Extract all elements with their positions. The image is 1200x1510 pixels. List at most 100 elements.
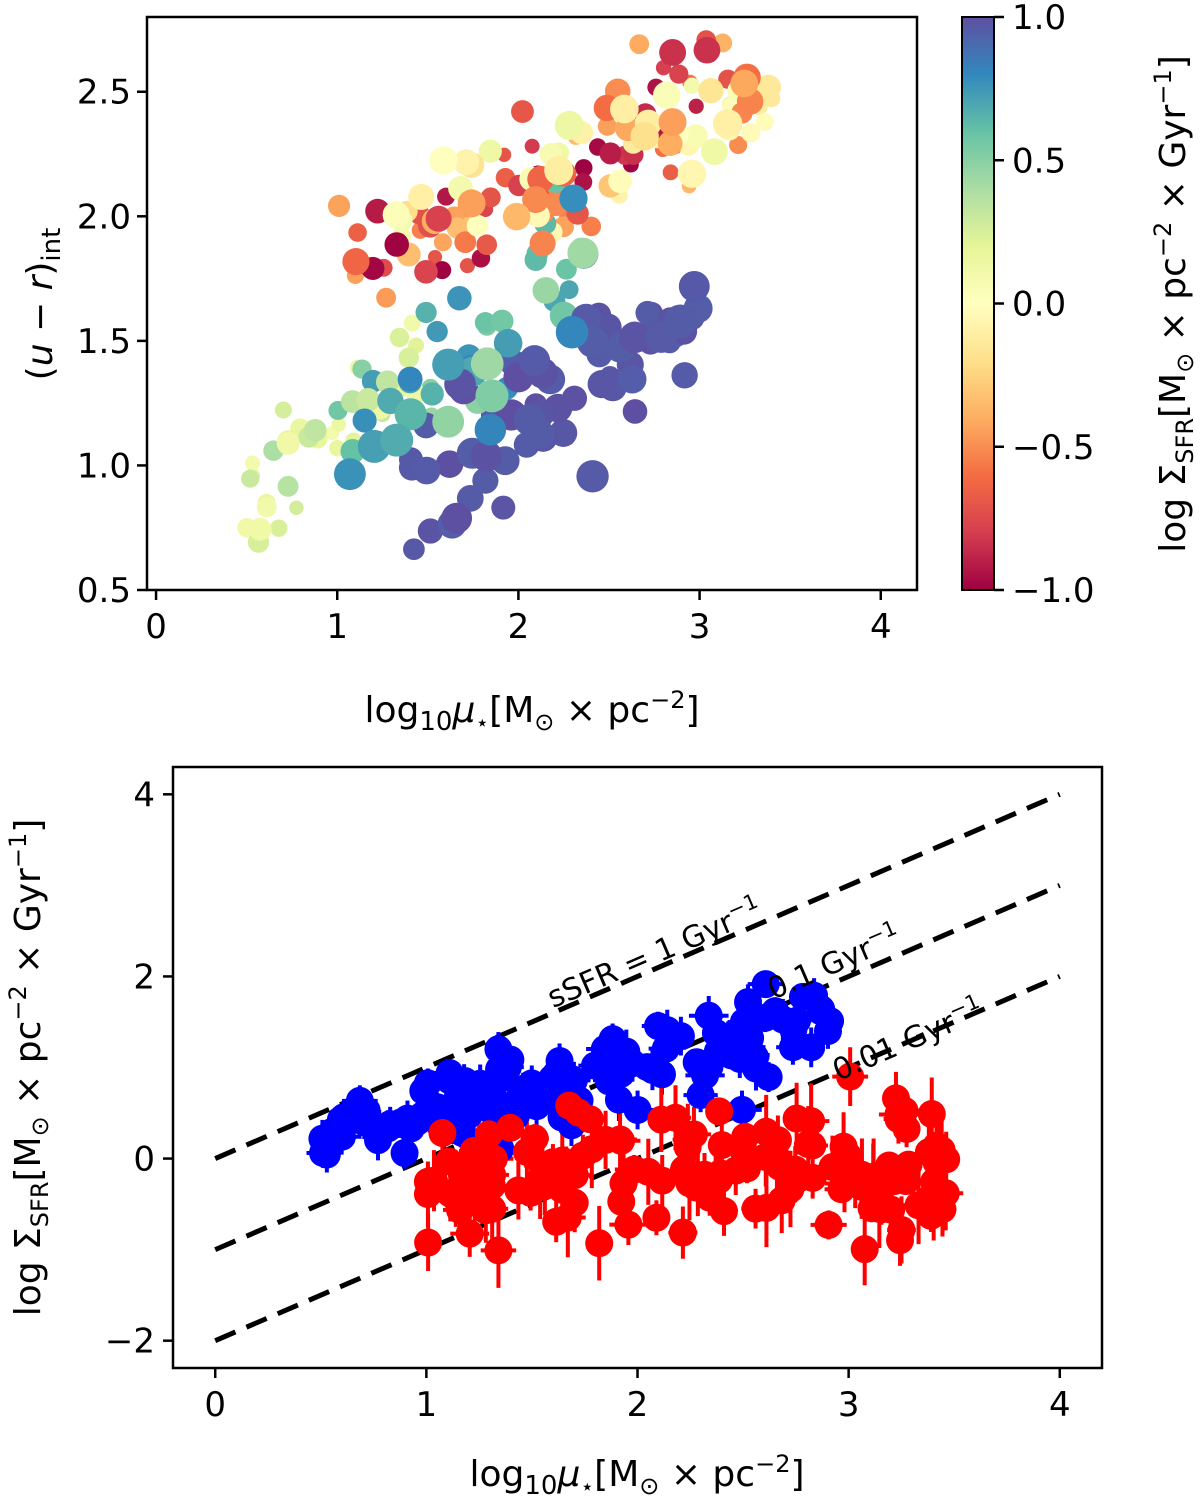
top-scatter-point bbox=[701, 138, 728, 166]
bottom-y-tick-label: −2 bbox=[105, 1322, 155, 1362]
top-scatter-point bbox=[244, 455, 261, 471]
top-scatter-point bbox=[476, 234, 498, 256]
colorbar-tick-label: −1.0 bbox=[1012, 571, 1095, 611]
blue-data-point bbox=[638, 1055, 667, 1084]
top-scatter-point bbox=[635, 300, 660, 325]
red-data-point bbox=[794, 1130, 823, 1159]
bottom-x-tick-label: 3 bbox=[838, 1385, 860, 1425]
blue-data-point bbox=[517, 1069, 546, 1098]
top-scatter-point bbox=[544, 155, 574, 185]
red-data-point bbox=[679, 1120, 708, 1149]
red-data-point bbox=[414, 1228, 443, 1257]
top-scatter-point bbox=[420, 382, 444, 406]
red-data-point bbox=[731, 1122, 760, 1151]
blue-data-point bbox=[557, 1064, 586, 1093]
top-scatter-point bbox=[342, 248, 370, 276]
top-scatter-point bbox=[741, 123, 761, 143]
blue-data-point bbox=[686, 1081, 715, 1110]
top-scatter-point bbox=[554, 110, 584, 140]
top-y-tick-label: 2.5 bbox=[77, 73, 131, 113]
blue-data-point bbox=[727, 1095, 756, 1124]
top-scatter-point bbox=[513, 404, 546, 436]
top-scatter-point bbox=[433, 233, 452, 252]
top-scatter-point bbox=[599, 142, 622, 165]
red-data-point bbox=[927, 1136, 956, 1165]
top-scatter-point bbox=[415, 301, 437, 324]
top-x-tick-label: 1 bbox=[326, 607, 348, 647]
red-data-point bbox=[553, 1203, 582, 1232]
top-scatter-point bbox=[470, 440, 503, 472]
bottom-scatter-points bbox=[308, 970, 961, 1265]
blue-data-point bbox=[352, 1096, 381, 1125]
top-x-axis-label: log10μ⋆[M⊙ × pc−2] bbox=[364, 686, 699, 737]
red-data-point bbox=[836, 1062, 865, 1091]
red-data-point bbox=[459, 1137, 488, 1166]
red-data-point bbox=[647, 1105, 676, 1134]
red-data-point bbox=[471, 1196, 500, 1225]
blue-data-point bbox=[580, 1051, 609, 1080]
blue-data-point bbox=[478, 1074, 507, 1103]
top-scatter-point bbox=[414, 260, 438, 284]
top-axes-frame bbox=[145, 15, 919, 592]
red-data-point bbox=[782, 1104, 811, 1133]
top-scatter-point bbox=[327, 194, 351, 218]
blue-data-point bbox=[607, 1059, 636, 1088]
red-data-point bbox=[829, 1132, 858, 1161]
top-scatter-point bbox=[348, 223, 367, 242]
blue-data-point bbox=[734, 988, 763, 1017]
colorbar-tick-label: 0.5 bbox=[1012, 141, 1066, 181]
colorbar-tick-label: −0.5 bbox=[1012, 428, 1095, 468]
red-data-point bbox=[575, 1105, 604, 1134]
top-x-tick-label: 0 bbox=[145, 607, 167, 647]
red-data-point bbox=[585, 1229, 614, 1258]
red-data-point bbox=[917, 1100, 946, 1129]
blue-data-point bbox=[779, 1015, 808, 1044]
top-x-ticks: 0 1 2 3 4 bbox=[145, 590, 892, 647]
red-data-point bbox=[428, 1119, 457, 1148]
top-scatter-point bbox=[270, 519, 288, 537]
blue-data-point bbox=[413, 1069, 442, 1098]
top-scatter-point bbox=[567, 237, 599, 269]
top-scatter-point bbox=[472, 467, 499, 494]
bottom-y-axis-label: log ΣSFR[M⊙ × pc−2 × Gyr−1] bbox=[4, 819, 54, 1317]
blue-data-point bbox=[695, 1052, 724, 1081]
bottom-x-ticks: 0 1 2 3 4 bbox=[204, 1368, 1071, 1425]
top-scatter-point bbox=[574, 159, 593, 177]
top-scatter-point bbox=[425, 205, 452, 232]
red-data-point bbox=[642, 1203, 671, 1232]
top-y-tick-label: 1.5 bbox=[77, 322, 131, 362]
top-scatter-point bbox=[576, 460, 609, 493]
top-scatter-point bbox=[671, 362, 698, 389]
top-scatter-point bbox=[622, 399, 648, 424]
colorbar-ticks: 1.0 0.5 0.0 −0.5 −1.0 bbox=[994, 0, 1095, 611]
top-scatter-point bbox=[454, 231, 477, 254]
blue-data-point bbox=[604, 1085, 633, 1114]
top-scatter-point bbox=[475, 379, 509, 413]
top-scatter-point bbox=[663, 304, 698, 339]
top-scatter-point bbox=[333, 458, 366, 491]
red-data-point bbox=[591, 1125, 620, 1154]
bottom-x-tick-label: 1 bbox=[416, 1385, 438, 1425]
red-data-point bbox=[620, 1155, 649, 1184]
top-scatter-point bbox=[408, 183, 435, 210]
bottom-x-tick-label: 0 bbox=[204, 1385, 226, 1425]
bottom-y-tick-label: 0 bbox=[133, 1140, 155, 1180]
top-scatter-point bbox=[453, 149, 480, 176]
top-scatter-point bbox=[683, 124, 708, 149]
top-scatter-point bbox=[480, 187, 501, 208]
blue-data-point bbox=[384, 1109, 413, 1138]
top-scatter-point bbox=[587, 370, 616, 399]
bottom-x-tick-label: 4 bbox=[1049, 1385, 1071, 1425]
top-scatter-point bbox=[698, 78, 724, 104]
bottom-y-ticks: −2 0 2 4 bbox=[105, 775, 173, 1362]
top-scatter-point bbox=[693, 36, 721, 64]
red-data-point bbox=[477, 1171, 506, 1200]
red-data-point bbox=[894, 1150, 923, 1179]
top-scatter-point bbox=[662, 164, 679, 181]
red-data-point bbox=[648, 1166, 677, 1195]
top-x-tick-label: 3 bbox=[689, 607, 711, 647]
top-scatter-point bbox=[678, 270, 710, 302]
red-data-point bbox=[614, 1210, 643, 1239]
top-scatter-point bbox=[729, 136, 748, 155]
